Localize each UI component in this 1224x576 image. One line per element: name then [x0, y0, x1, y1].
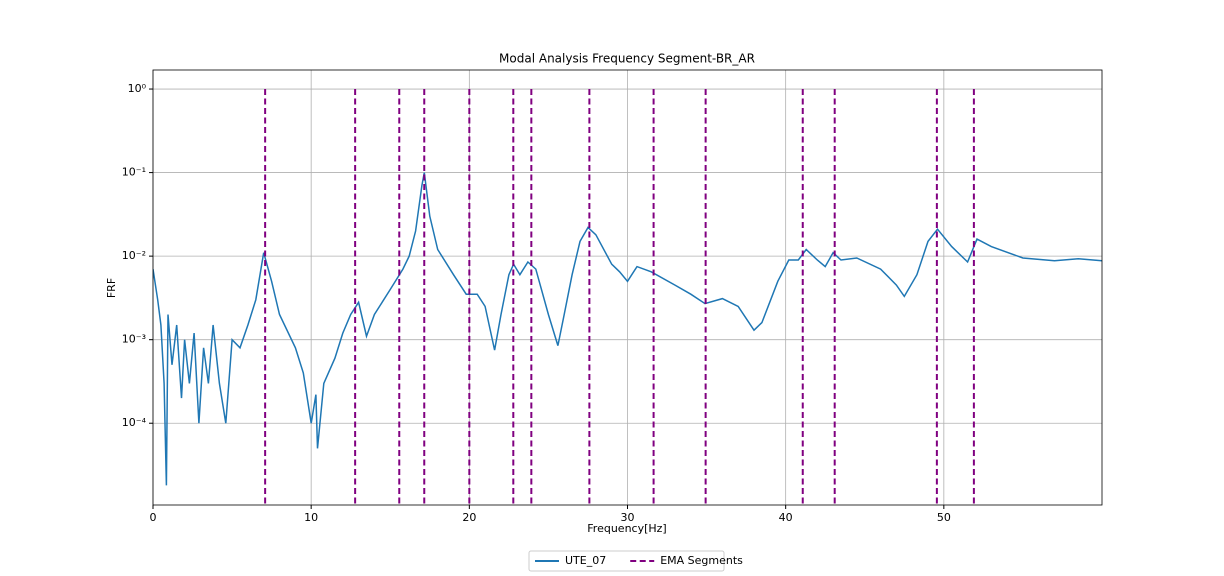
legend-box: [528, 550, 725, 572]
x-tick-label: 40: [779, 511, 793, 524]
x-tick-label: 10: [304, 511, 318, 524]
x-axis-label: Frequency[Hz]: [587, 522, 666, 535]
chart-title: Modal Analysis Frequency Segment-BR_AR: [499, 52, 755, 66]
legend-label: EMA Segments: [660, 554, 743, 567]
x-tick-label: 0: [150, 511, 157, 524]
data-line: [153, 172, 1102, 486]
y-tick-label: 10⁻²: [122, 249, 146, 262]
y-tick-label: 10⁻⁴: [122, 416, 147, 429]
x-tick-label: 50: [937, 511, 951, 524]
y-tick-label: 10⁻¹: [122, 166, 146, 179]
y-axis-label: FRF: [105, 278, 118, 298]
x-tick-label: 20: [462, 511, 476, 524]
y-tick-label: 10⁰: [128, 82, 147, 95]
x-tick-label: 30: [621, 511, 635, 524]
legend-label: UTE_07: [565, 554, 606, 567]
y-tick-label: 10⁻³: [122, 333, 146, 346]
plot-frame: [152, 69, 1103, 506]
